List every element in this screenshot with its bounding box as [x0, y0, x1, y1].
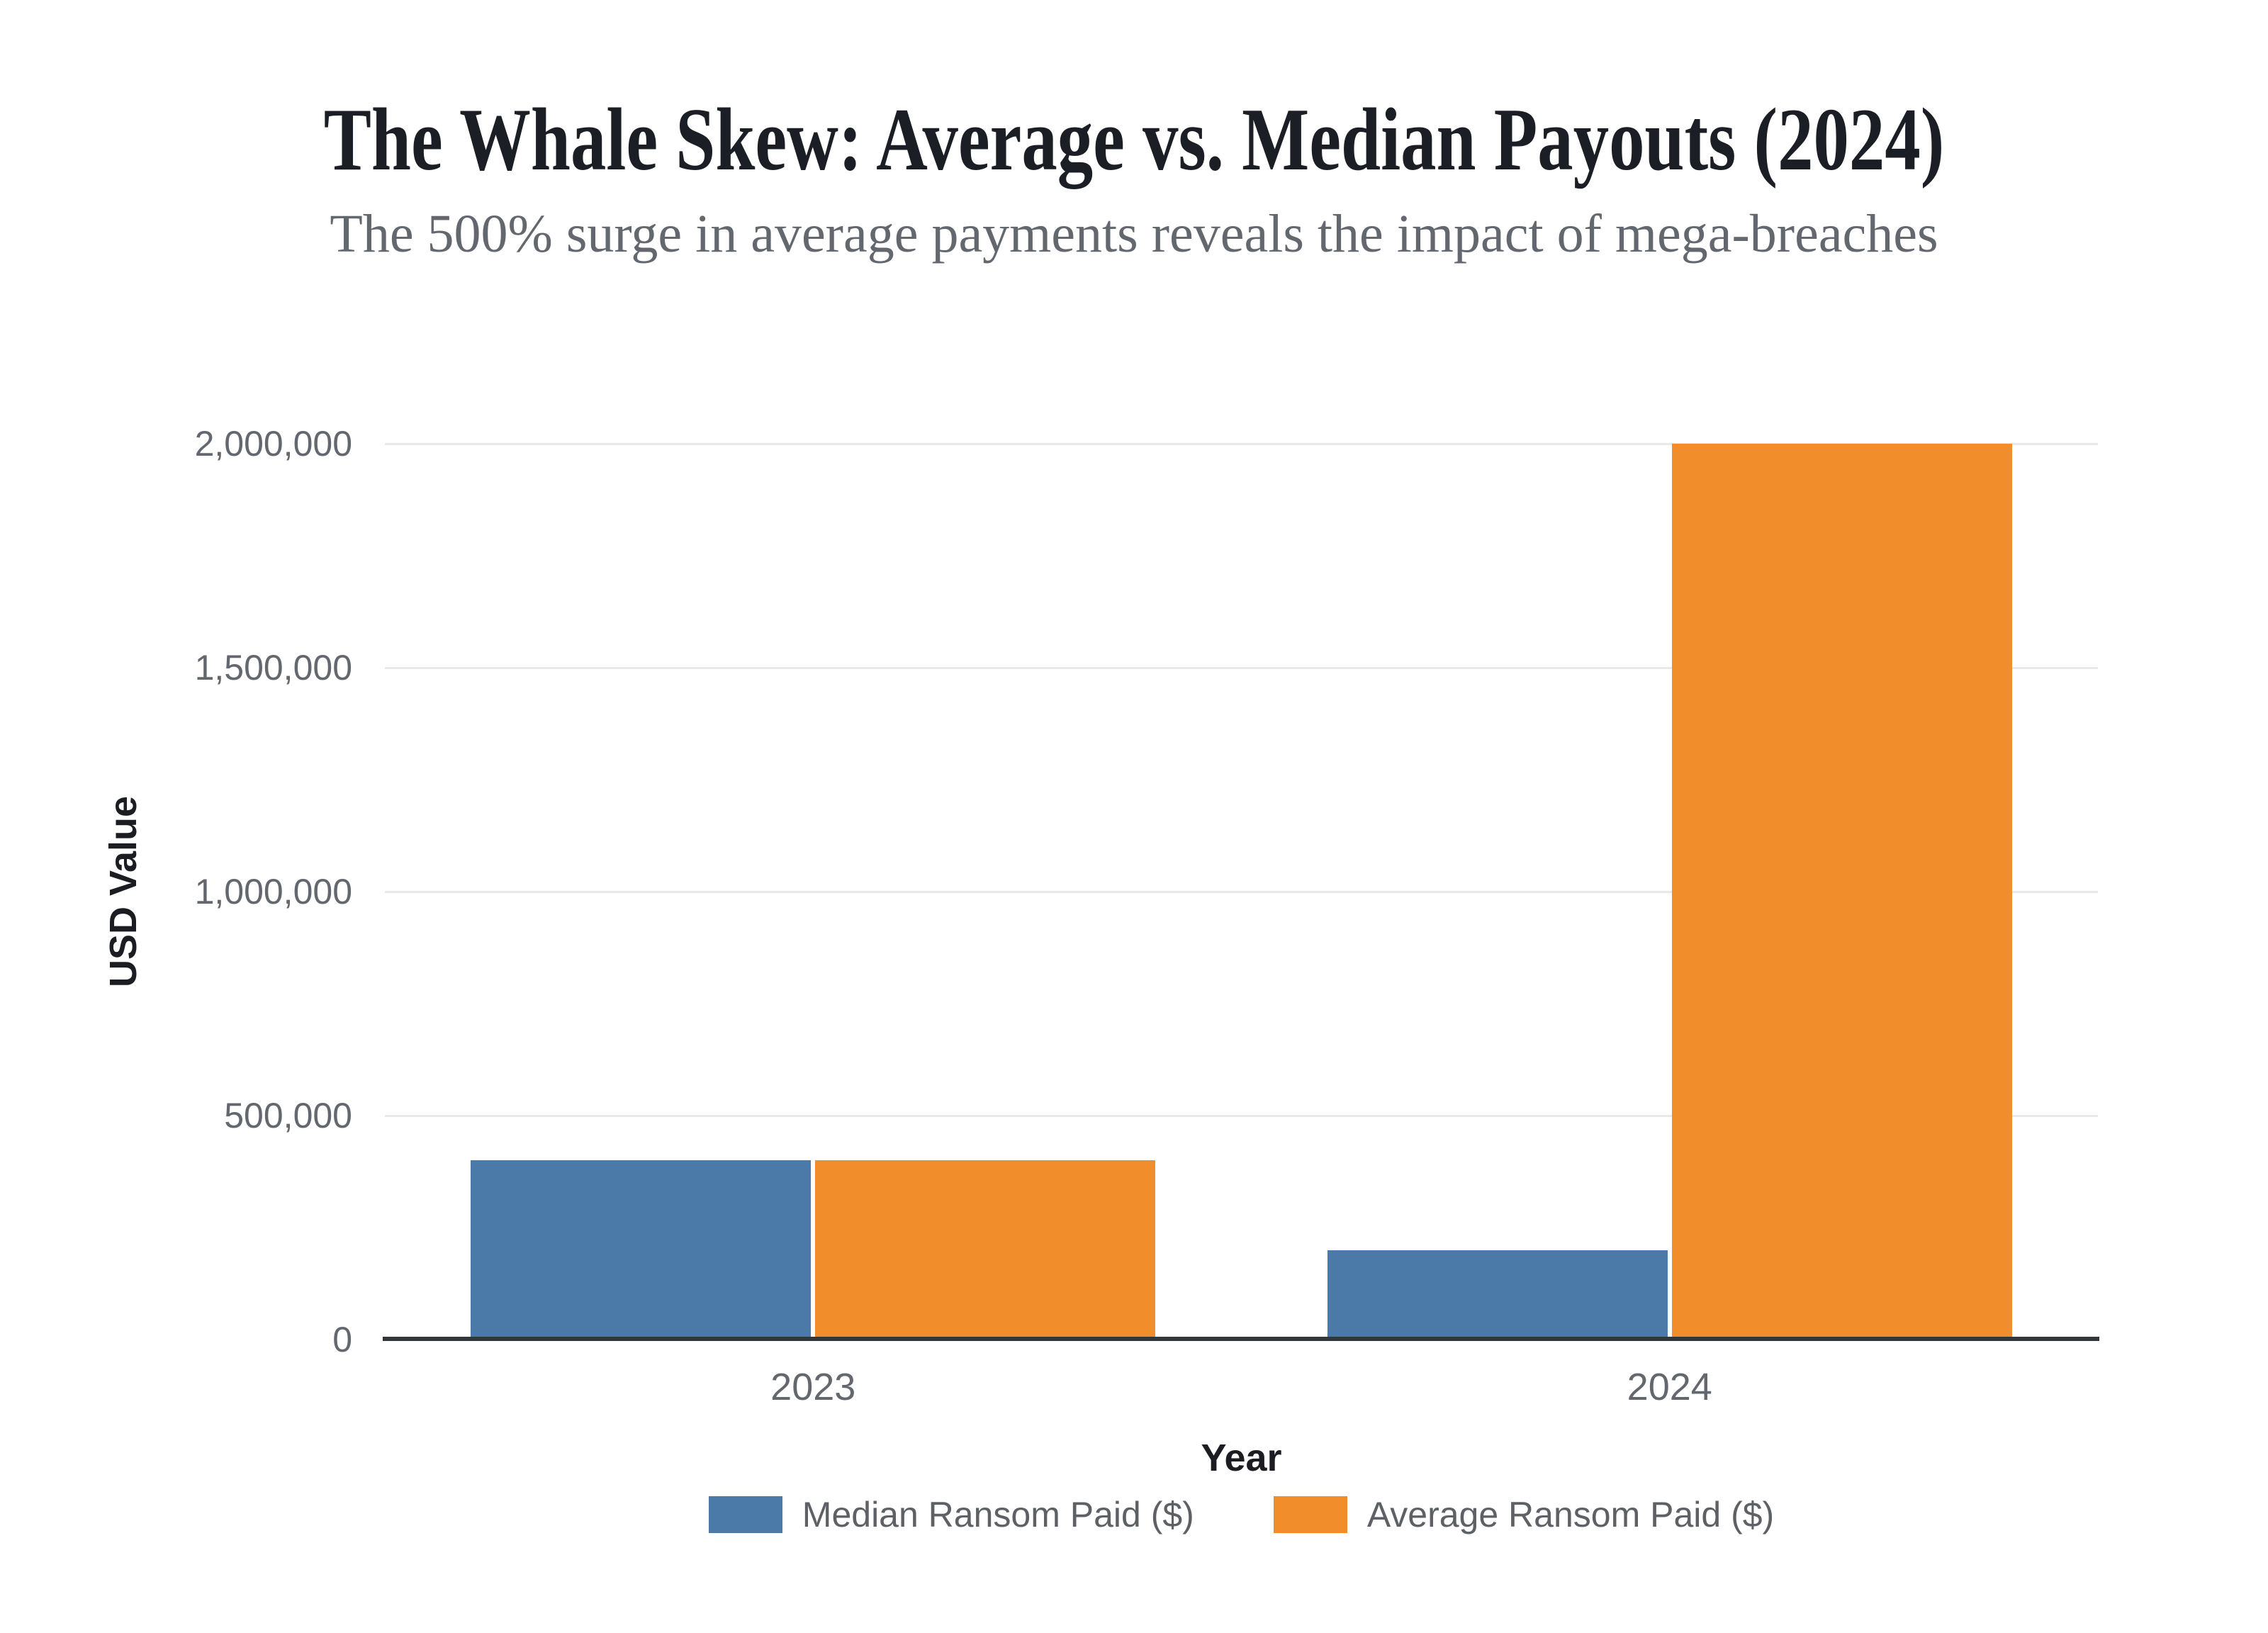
bar-2023-average: [815, 1160, 1156, 1340]
x-axis-line: [383, 1337, 2099, 1341]
x-tick-label-2024: 2024: [1627, 1366, 1712, 1408]
legend-swatch-median: [708, 1496, 782, 1533]
x-tick-label-2023: 2023: [770, 1366, 856, 1408]
bar-2023-median: [471, 1160, 812, 1340]
bar-2024-median: [1327, 1250, 1668, 1340]
bar-2024-average: [1671, 444, 2012, 1340]
y-tick-label-1500000: 1,500,000: [194, 648, 352, 688]
legend-swatch-average: [1273, 1496, 1347, 1533]
legend-label-average: Average Ransom Paid ($): [1366, 1495, 1775, 1534]
legend-item-median: Median Ransom Paid ($): [708, 1494, 1194, 1535]
y-tick-label-2000000: 2,000,000: [194, 424, 352, 464]
y-tick-label-0: 0: [332, 1320, 352, 1359]
gridline-1000000: [385, 891, 2098, 893]
chart-subtitle: The 500% surge in average payments revea…: [330, 204, 1938, 264]
chart-title: The Whale Skew: Average vs. Median Payou…: [323, 91, 1945, 189]
y-tick-label-1000000: 1,000,000: [194, 872, 352, 911]
y-tick-label-500000: 500,000: [224, 1096, 352, 1135]
gridline-1500000: [385, 667, 2098, 669]
x-axis-label: Year: [1201, 1437, 1282, 1479]
legend-item-average: Average Ransom Paid ($): [1273, 1494, 1775, 1535]
legend-label-median: Median Ransom Paid ($): [802, 1495, 1194, 1534]
gridline-2000000: [385, 443, 2098, 445]
legend: Median Ransom Paid ($) Average Ransom Pa…: [385, 1494, 2098, 1535]
gridline-500000: [385, 1115, 2098, 1117]
plot-area: [385, 443, 2098, 1340]
